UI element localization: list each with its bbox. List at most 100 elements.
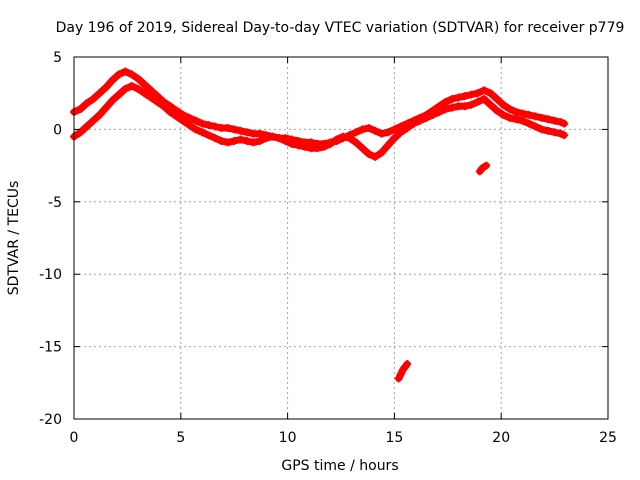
data-point [191,125,200,134]
data-point [416,116,425,125]
data-point [339,132,348,141]
data-point [313,144,322,153]
data-point [153,97,162,106]
data-point [89,94,98,103]
data-point [482,161,491,170]
data-point [377,129,386,138]
data-point [198,128,207,137]
plot-frame [73,56,609,420]
x-tick-label: 20 [492,430,510,446]
data-point [166,108,175,117]
data-point [95,89,104,98]
data-point [499,110,508,119]
data-point [172,112,181,121]
data-point [441,105,450,114]
data-point [422,113,431,122]
data-point [524,110,533,119]
data-point [448,103,457,112]
data-point [294,141,303,150]
data-point [531,112,540,121]
data-point [486,100,495,109]
data-point [300,142,309,151]
data-point [396,370,405,379]
data-point [351,138,360,147]
data-point [550,128,559,137]
data-point [204,131,213,140]
x-axis-label: GPS time / hours [281,458,398,474]
y-tick-label: -15 [39,340,62,356]
data-point [473,97,482,106]
data-point [230,125,239,134]
data-point [108,76,117,85]
data-point [89,116,98,125]
data-point [467,90,476,99]
data-point [140,80,149,89]
data-point [403,123,412,132]
data-point [524,119,533,128]
data-point [140,89,149,98]
data-point [518,109,527,118]
data-point [383,141,392,150]
data-point [505,105,514,114]
series [475,161,491,176]
data-point [332,135,341,144]
data-point [223,123,232,132]
data-point [217,136,226,145]
data-point [480,86,489,95]
data-point [210,134,219,143]
data-point [236,126,245,135]
data-point [146,86,155,95]
y-tick-label: -20 [39,412,62,428]
data-point [159,102,168,111]
data-point [114,90,123,99]
data-point [230,136,239,145]
plot-data [70,67,569,383]
data-point [223,138,232,147]
data-point [127,81,136,90]
data-point [560,119,569,128]
data-point [435,108,444,117]
data-point [76,105,85,114]
data-point [82,99,91,108]
data-point [364,123,373,132]
data-point [467,100,476,109]
data-point [345,134,354,143]
data-point [255,136,264,145]
data-point [448,94,457,103]
data-point [102,83,111,92]
data-point [371,152,380,161]
data-point [134,84,143,93]
x-tick-label: 15 [385,430,403,446]
y-tick-label: -10 [39,267,62,283]
data-point [243,128,252,137]
x-tick-label: 10 [279,430,297,446]
data-point [178,116,187,125]
data-point [518,116,527,125]
data-point [204,121,213,130]
series [70,81,569,161]
data-point [255,129,264,138]
data-point [371,126,380,135]
data-point [403,359,412,368]
y-axis-label: SDTVAR / TECUs [6,181,22,296]
x-tick-label: 25 [599,430,617,446]
data-point [268,132,277,141]
data-point [358,125,367,134]
data-point [460,102,469,111]
data-point [537,125,546,134]
data-point [146,93,155,102]
axis-ticks: 0 5 10 15 20 25 -20 -15 -10 -5 0 5 [39,50,617,446]
data-point [134,74,143,83]
data-point [480,94,489,103]
data-point [243,136,252,145]
data-point [377,148,386,157]
x-tick-label: 5 [176,430,185,446]
data-point [531,122,540,131]
y-tick-label: 5 [53,50,62,66]
data-point [275,134,284,143]
data-point [127,70,136,79]
data-point [364,150,373,159]
data-point [492,94,501,103]
